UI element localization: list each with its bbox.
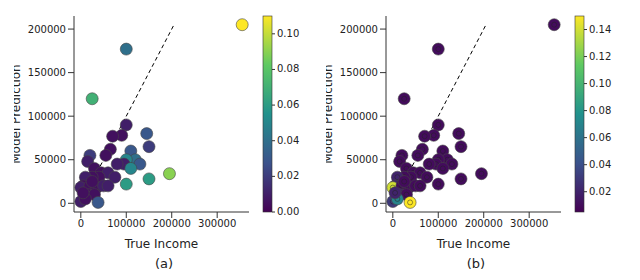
svg-text:200000: 200000 [340, 24, 378, 35]
svg-text:300000: 300000 [198, 218, 236, 229]
svg-text:0.02: 0.02 [589, 186, 611, 197]
svg-text:100000: 100000 [28, 111, 66, 122]
html-text:(b): (b) [466, 256, 486, 271]
svg-text:0.08: 0.08 [277, 63, 299, 74]
svg-text:0.06: 0.06 [589, 132, 611, 143]
svg-text:Model Prediction: Model Prediction [14, 64, 23, 163]
svg-text:200000: 200000 [153, 218, 191, 229]
svg-text:0: 0 [78, 218, 84, 229]
svg-text:0.02: 0.02 [277, 170, 299, 181]
svg-text:0: 0 [372, 198, 378, 209]
svg-text:50000: 50000 [34, 154, 66, 165]
html-text:(a): (a) [154, 256, 174, 271]
svg-text:150000: 150000 [28, 67, 66, 78]
svg-text:150000: 150000 [340, 67, 378, 78]
svg-text:300000: 300000 [510, 218, 548, 229]
svg-text:0.10: 0.10 [589, 78, 611, 89]
svg-text:0.12: 0.12 [589, 51, 611, 62]
svg-text:0: 0 [390, 218, 396, 229]
svg-text:0.06: 0.06 [277, 99, 299, 110]
svg-text:True Income: True Income [436, 237, 510, 248]
svg-text:100000: 100000 [107, 218, 145, 229]
svg-text:0.08: 0.08 [589, 105, 611, 116]
svg-text:50000: 50000 [346, 154, 378, 165]
svg-text:200000: 200000 [28, 24, 66, 35]
svg-text:0.00: 0.00 [277, 206, 299, 217]
svg-text:0.04: 0.04 [589, 159, 611, 170]
svg-text:0.14: 0.14 [589, 24, 611, 35]
svg-text:Model Prediction: Model Prediction [326, 64, 335, 163]
svg-text:True Income: True Income [124, 237, 198, 248]
svg-text:200000: 200000 [465, 218, 503, 229]
svg-text:0.04: 0.04 [277, 135, 299, 146]
svg-text:100000: 100000 [419, 218, 457, 229]
svg-text:0.10: 0.10 [277, 28, 299, 39]
svg-text:100000: 100000 [340, 111, 378, 122]
svg-text:0: 0 [60, 198, 66, 209]
